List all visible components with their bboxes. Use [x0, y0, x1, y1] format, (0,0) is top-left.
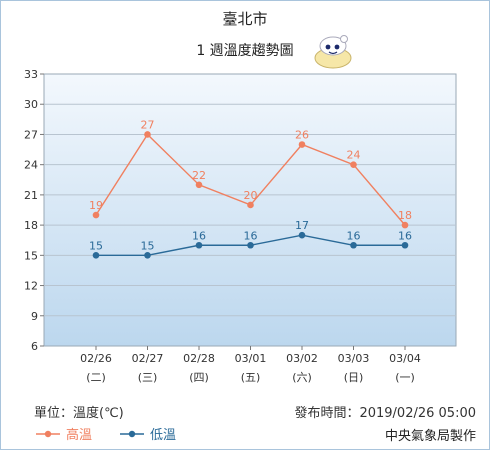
- legend-label-low: 低溫: [150, 428, 177, 443]
- y-tick-label: 33: [24, 68, 38, 81]
- low-data-label: 17: [295, 219, 309, 232]
- low-data-label: 15: [141, 239, 155, 252]
- low-point: [195, 241, 203, 249]
- y-tick-label: 18: [24, 219, 38, 232]
- low-point: [247, 241, 254, 249]
- chart-subtitle: 1 週溫度趨勢圖: [196, 43, 294, 59]
- low-data-label: 16: [398, 229, 412, 242]
- y-tick-label: 21: [24, 189, 38, 202]
- high-data-label: 27: [141, 118, 155, 131]
- x-tick-weekday: (四): [189, 371, 209, 384]
- y-tick-label: 9: [31, 310, 38, 323]
- series-layer: 19 27 22 20 26 24 18 15 15 16 16 17 16 16: [89, 118, 412, 259]
- high-data-label: 19: [89, 199, 103, 212]
- low-point: [401, 241, 409, 249]
- high-point: [350, 161, 357, 168]
- x-tick-weekday: (二): [86, 371, 106, 384]
- low-data-label: 16: [192, 229, 206, 242]
- x-tick-weekday: (三): [138, 371, 158, 384]
- legend-item-high: 高溫: [36, 424, 92, 443]
- legend-label-high: 高溫: [66, 428, 93, 443]
- y-tick-label: 12: [24, 280, 38, 293]
- x-tick-weekday: (六): [292, 371, 312, 384]
- high-data-label: 18: [398, 209, 412, 222]
- low-point: [92, 252, 100, 259]
- high-series-swatch: [36, 430, 60, 437]
- chart-title: 臺北市: [222, 10, 268, 28]
- low-point: [350, 241, 357, 249]
- x-tick-date: 03/02: [286, 352, 318, 365]
- low-series-swatch: [120, 430, 145, 437]
- low-data-label: 15: [89, 239, 103, 252]
- low-data-label: 16: [244, 229, 258, 242]
- low-point: [144, 252, 151, 259]
- agency-label: 中央氣象局製作: [384, 429, 476, 444]
- high-data-label: 26: [295, 129, 309, 142]
- publish-time: 發布時間：2019/02/26 05:00: [294, 406, 476, 421]
- high-point: [401, 221, 409, 229]
- high-data-label: 20: [244, 189, 258, 202]
- high-data-label: 22: [192, 169, 206, 182]
- high-data-label: 24: [347, 149, 361, 162]
- low-point: [298, 231, 306, 239]
- high-point: [144, 131, 151, 138]
- x-tick-date: 03/03: [338, 352, 370, 365]
- unit-label: 單位：溫度(℃): [34, 406, 124, 421]
- legend: 高溫 低溫: [36, 424, 176, 443]
- x-tick-weekday: (一): [395, 371, 415, 384]
- x-tick-weekday: (五): [241, 371, 261, 384]
- legend-item-low: 低溫: [120, 424, 176, 443]
- x-axis-ticks: 02/26 (二) 02/27 (三) 02/28 (四) 03/01 (五) 03/02 (六)…: [80, 346, 421, 384]
- x-tick-weekday: (日): [344, 371, 364, 384]
- y-tick-label: 15: [24, 249, 38, 262]
- high-point: [247, 201, 254, 209]
- x-tick-date: 03/01: [235, 352, 267, 365]
- temperature-chart: 6 9 12 15 18 21 24 27 30 33 02/26 (二) 02/27 (三) 02/28…: [24, 68, 457, 384]
- x-tick-date: 03/04: [389, 352, 421, 365]
- x-tick-date: 02/27: [132, 352, 164, 365]
- y-tick-label: 27: [24, 128, 38, 141]
- high-point: [298, 141, 306, 148]
- plot-area: [43, 73, 457, 347]
- y-tick-label: 24: [24, 159, 38, 172]
- low-data-label: 16: [347, 229, 361, 242]
- mascot-icon: [314, 35, 352, 69]
- x-tick-date: 02/28: [183, 352, 215, 365]
- x-tick-date: 02/26: [80, 352, 112, 365]
- y-tick-label: 30: [24, 98, 38, 111]
- y-axis-ticks: 6 9 12 15 18 21 24 27 30 33: [24, 68, 44, 353]
- high-point: [195, 181, 203, 189]
- y-tick-label: 6: [31, 340, 38, 353]
- high-point: [92, 211, 100, 219]
